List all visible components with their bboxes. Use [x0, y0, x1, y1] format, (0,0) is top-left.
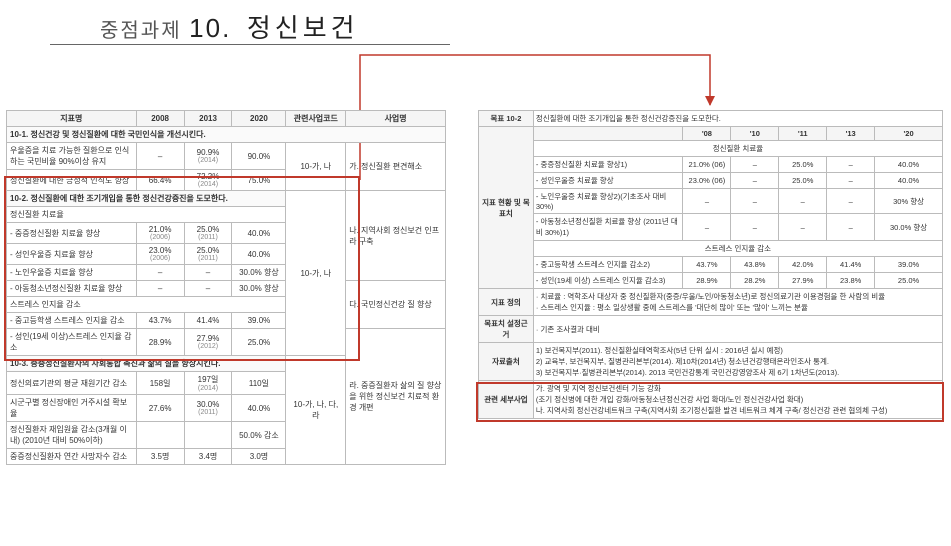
title-prefix: 중점과제 — [100, 20, 182, 42]
title-num: 10. — [189, 13, 231, 43]
table-row: - 성인(19세 이상) 스트레스 인지율 감소3)28.9%28.2%27.9… — [479, 273, 943, 289]
basis-row: 목표치 설정근거 · 기존 조사결과 대비 — [479, 316, 943, 343]
col-code: 관련사업코드 — [286, 111, 346, 127]
table-row: - 아동청소년정신질환 치료율 향상 (2011년 대비 30%)1)––––3… — [479, 214, 943, 241]
section-10-2: 10-2. 정신질환에 대한 조기개입을 통한 정신건강증진을 도모한다. 10… — [7, 191, 446, 207]
goal-label: 목표 10-2 — [479, 111, 534, 127]
page-title: 중점과제 10. 정신보건 — [100, 8, 359, 45]
col-biz: 사업명 — [346, 111, 446, 127]
col-indicator: 지표명 — [7, 111, 137, 127]
hyunhwang-label: 지표 현황 및 목표치 — [479, 127, 534, 289]
table-row: - 중고등학생 스트레스 인지율 감소2)43.7%43.8%42.0%41.4… — [479, 257, 943, 273]
source-row: 자료출처 1) 보건복지부(2011). 정신질환실태역학조사(5년 단위 실시… — [479, 343, 943, 381]
left-table: 지표명 2008 2013 2020 관련사업코드 사업명 10-1. 정신건강… — [6, 110, 446, 465]
table-row: - 중증정신질환 치료율 향상1)21.0% (06)–25.0%–40.0% — [479, 157, 943, 173]
col-2013: 2013 — [184, 111, 232, 127]
left-table-wrap: 지표명 2008 2013 2020 관련사업코드 사업명 10-1. 정신건강… — [6, 110, 446, 465]
table-row: - 성인(19세 이상)스트레스 인지율 감소28.9% 27.9%(2012)… — [7, 329, 446, 356]
table-row: 우울증을 치료 가능한 질환으로 인식하는 국민비율 90%이상 유지 – 90… — [7, 143, 446, 170]
chulcheo-label: 자료출처 — [479, 343, 534, 381]
table-row: - 성인우울증 치료율 향상23.0% (06)–25.0%–40.0% — [479, 173, 943, 189]
col-2020: 2020 — [232, 111, 286, 127]
right-table: 목표 10-2 정신질환에 대한 조기개입을 통한 정신건강증진을 도모한다. … — [478, 110, 943, 419]
section-10-1: 10-1. 정신건강 및 정신질환에 대한 국민인식을 개선시킨다. — [7, 127, 446, 143]
title-underline — [50, 44, 450, 45]
sebusaeop-label: 관련 세부사업 — [479, 381, 534, 419]
right-table-wrap: 목표 10-2 정신질환에 대한 조기개입을 통한 정신건강증진을 도모한다. … — [478, 110, 943, 419]
table-row: - 노인우울증 치료율 향상2)(기초조사 대비 30%)––––30% 향상 — [479, 189, 943, 214]
jeongui-label: 지표 정의 — [479, 289, 534, 316]
year-header-row: 지표 현황 및 목표치 '08'10'11'13'20 — [479, 127, 943, 141]
subsection-row: 정신질환 치료율 — [479, 141, 943, 157]
table-header-row: 지표명 2008 2013 2020 관련사업코드 사업명 — [7, 111, 446, 127]
table-row: - 아동청소년정신질환 치료율 향상––30.0% 향상 다. 국민정신건강 질… — [7, 281, 446, 297]
title-name: 정신보건 — [247, 13, 359, 43]
subsection-row: 스트레스 인지율 감소 — [479, 241, 943, 257]
seoljeong-label: 목표치 설정근거 — [479, 316, 534, 343]
goal-row: 목표 10-2 정신질환에 대한 조기개입을 통한 정신건강증진을 도모한다. — [479, 111, 943, 127]
definition-row: 지표 정의 · 치료율 : 역학조사 대상자 중 정신질환자(중증/우울/노인/… — [479, 289, 943, 316]
detail-biz-row: 관련 세부사업 가. 광역 및 지역 정신보건센터 기능 강화 (조기 정신병에… — [479, 381, 943, 419]
col-2008: 2008 — [136, 111, 184, 127]
